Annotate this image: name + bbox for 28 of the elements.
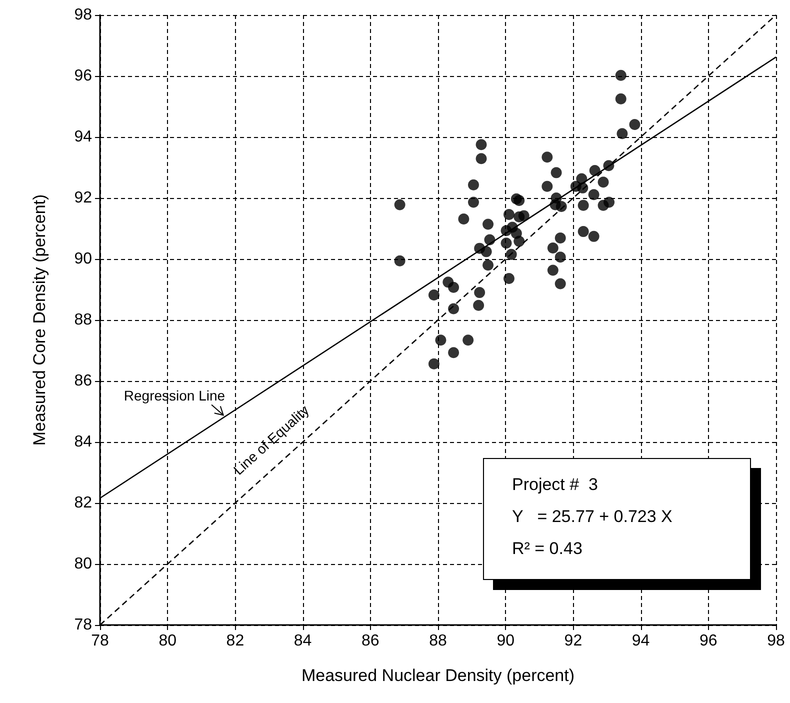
y-tick-label: 78 <box>74 616 92 634</box>
x-tick-label: 78 <box>91 632 109 650</box>
x-tick-label: 88 <box>429 632 447 650</box>
x-tick-label: 84 <box>294 632 312 650</box>
y-axis-title: Measured Core Density (percent) <box>30 194 49 446</box>
y-tick-label: 80 <box>74 556 92 572</box>
annotation: R² = 0.43 <box>512 538 584 560</box>
y-tick-label: 96 <box>74 68 92 84</box>
x-tick-label: 98 <box>767 632 785 650</box>
x-tick-label: 82 <box>226 632 244 650</box>
series-label: Regression Line <box>124 387 226 404</box>
x-tick-label: 94 <box>632 632 650 650</box>
y-tick-label: 82 <box>74 494 92 512</box>
y-tick-label: 92 <box>74 190 92 206</box>
annotation: Project # 3 <box>512 474 599 496</box>
x-tick-label: 86 <box>362 632 380 650</box>
y-tick-label: 98 <box>74 6 92 24</box>
y-tick-label: 90 <box>74 250 92 268</box>
y-tick-label: 94 <box>74 128 92 146</box>
x-tick-label: 92 <box>564 632 582 650</box>
x-axis-title: Measured Nuclear Density (percent) <box>301 666 575 685</box>
annotation: Y = 25.77 + 0.723 X <box>512 506 674 528</box>
y-tick-label: 88 <box>74 312 92 328</box>
x-tick-label: 80 <box>158 632 177 650</box>
y-tick-label: 86 <box>74 372 92 390</box>
x-tick-label: 96 <box>700 632 718 650</box>
y-tick-label: 84 <box>74 434 92 450</box>
x-tick-label: 90 <box>496 632 515 650</box>
